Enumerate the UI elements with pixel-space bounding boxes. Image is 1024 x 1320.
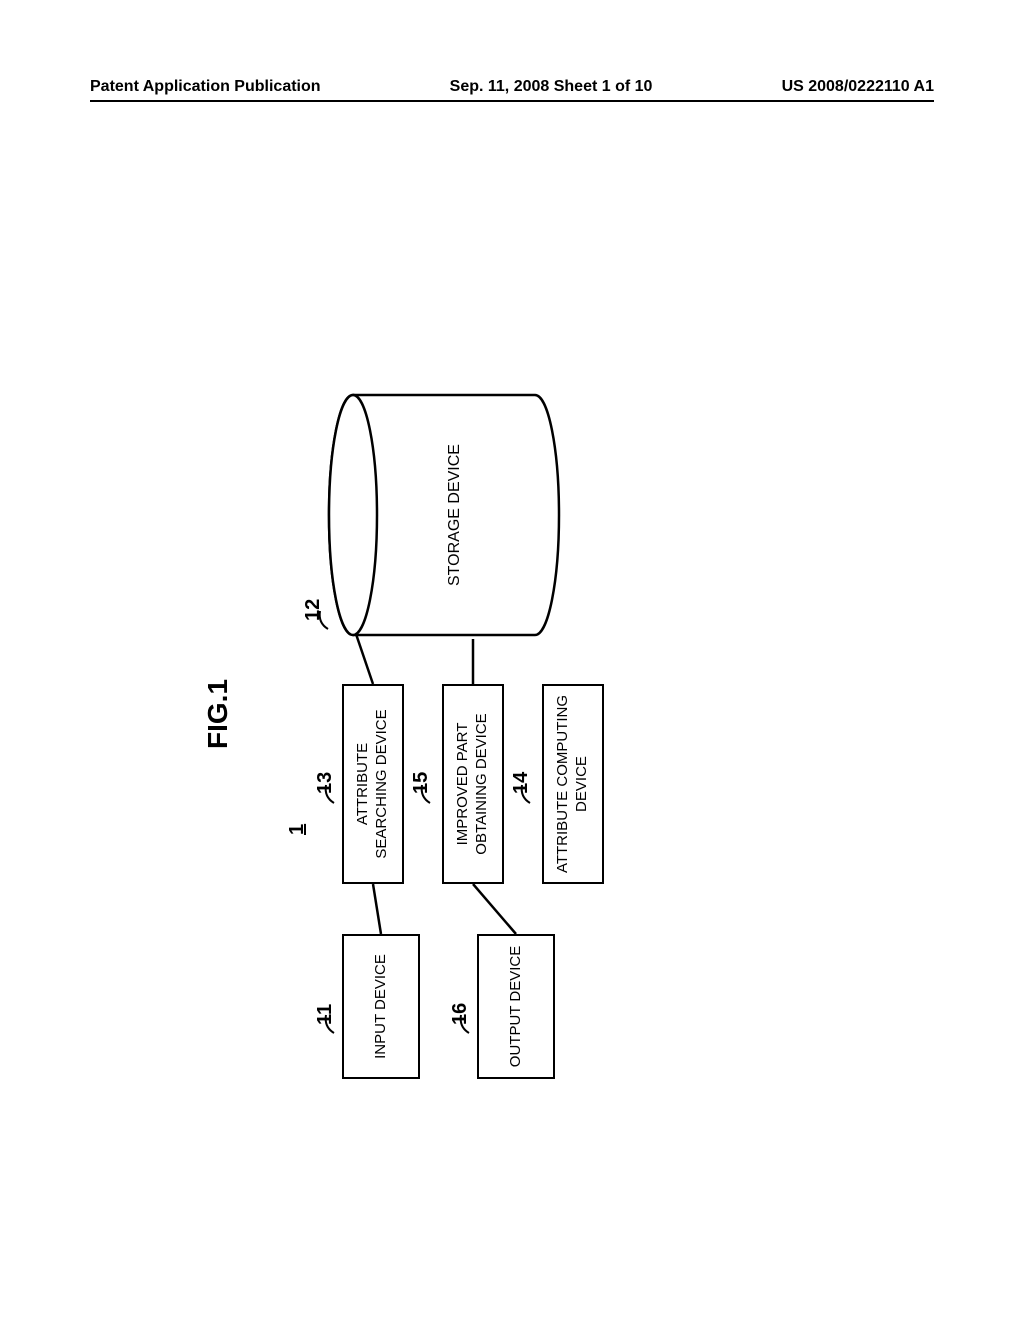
storage-device-cylinder: STORAGE DEVICE: [327, 391, 562, 639]
storage-ref: 12: [302, 599, 325, 621]
page-header: Patent Application Publication Sep. 11, …: [90, 72, 934, 102]
attribute-searching-label: ATTRIBUTE SEARCHING DEVICE: [354, 709, 392, 858]
header-center: Sep. 11, 2008 Sheet 1 of 10: [450, 78, 653, 96]
storage-device-label: STORAGE DEVICE: [327, 391, 562, 639]
header-right: US 2008/0222110 A1: [782, 78, 934, 96]
improved-ref: 15: [410, 772, 433, 794]
improved-part-box: IMPROVED PART OBTAINING DEVICE: [442, 684, 504, 884]
attribute-computing-box: ATTRIBUTE COMPUTING DEVICE: [542, 684, 604, 884]
input-device-label: INPUT DEVICE: [372, 954, 391, 1059]
compute-ref: 14: [510, 772, 533, 794]
input-ref: 11: [314, 1004, 337, 1025]
output-ref: 16: [449, 1003, 472, 1025]
system-ref: 1: [286, 824, 309, 835]
attribute-searching-box: ATTRIBUTE SEARCHING DEVICE: [342, 684, 404, 884]
header-left: Patent Application Publication: [90, 78, 321, 96]
input-device-box: INPUT DEVICE: [342, 934, 420, 1079]
search-ref: 13: [314, 772, 337, 794]
figure-diagram: FIG.1 1 INPUT DEVICE 11 OUTPUT DEVICE: [272, 359, 752, 1079]
improved-part-label: IMPROVED PART OBTAINING DEVICE: [454, 713, 492, 854]
page: Patent Application Publication Sep. 11, …: [90, 72, 934, 1248]
figure-label: FIG.1: [202, 679, 234, 749]
attribute-computing-label: ATTRIBUTE COMPUTING DEVICE: [554, 695, 592, 873]
output-device-label: OUTPUT DEVICE: [507, 946, 526, 1067]
output-device-box: OUTPUT DEVICE: [477, 934, 555, 1079]
